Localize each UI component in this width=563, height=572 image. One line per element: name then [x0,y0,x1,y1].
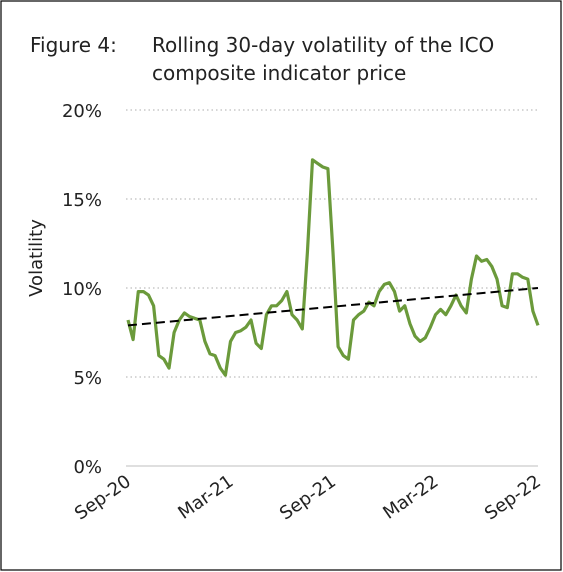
x-tick-label: Sep-21 [276,471,340,525]
y-tick-label: 5% [73,368,102,389]
x-tick-label: Sep-20 [71,471,135,525]
chart-title: composite indicator price [152,61,406,85]
series-line [126,158,540,377]
y-tick-label: 15% [62,190,102,211]
x-tick-label: Mar-22 [379,471,442,524]
y-tick-label: 10% [62,279,102,300]
y-axis-label: Volatility [26,219,47,297]
figure-label: Figure 4: [30,33,117,57]
y-tick-label: 20% [62,101,102,122]
x-tick-label: Mar-21 [174,471,237,524]
trend-line [127,287,539,327]
x-tick-label: Sep-22 [481,471,545,525]
y-tick-label: 0% [73,457,102,478]
chart-title: Rolling 30-day volatility of the ICO [152,33,494,57]
